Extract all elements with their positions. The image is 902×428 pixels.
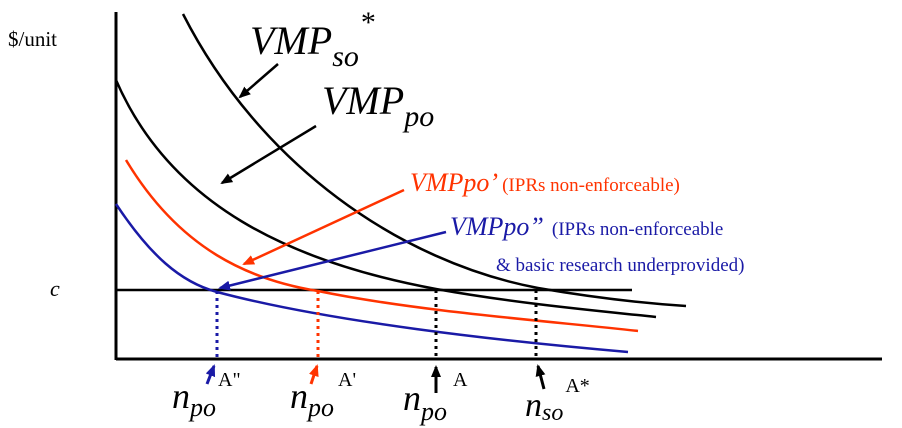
arrow-n-po-prime (309, 364, 319, 385)
vmp-so-label: VMPso* (250, 6, 376, 73)
arrow-n-so (535, 364, 546, 390)
y-axis-label: $/unit (8, 27, 57, 51)
vmp-po-dprime-note-line2: & basic research underprovided) (496, 255, 744, 276)
arrow-vmp-so (238, 63, 279, 99)
vmp-so-curve (181, 13, 687, 308)
arrow-vmp-po-dprime (218, 230, 447, 291)
n-po-prime-label: npoA' (290, 369, 356, 422)
arrow-vmp-po-prime (242, 188, 405, 266)
vmp-po-curve (114, 79, 657, 319)
n-po-dprime-label: npoA" (172, 369, 241, 422)
vmp-po-dprime-label: VMPpo” (IPRs non-enforceable (450, 212, 723, 241)
vmp-po-label: VMPpo (322, 78, 434, 133)
vmp-po-dprime-curve (114, 203, 629, 354)
n-so-label: nsoA* (525, 375, 590, 426)
arrow-vmp-po (220, 124, 317, 185)
n-po-label: npoA (403, 369, 468, 426)
cost-label: c (50, 276, 60, 301)
vmp-po-prime-label: VMPpo’ (IPRs non-enforceable) (410, 168, 680, 197)
arrow-n-po-dprime (205, 364, 216, 385)
